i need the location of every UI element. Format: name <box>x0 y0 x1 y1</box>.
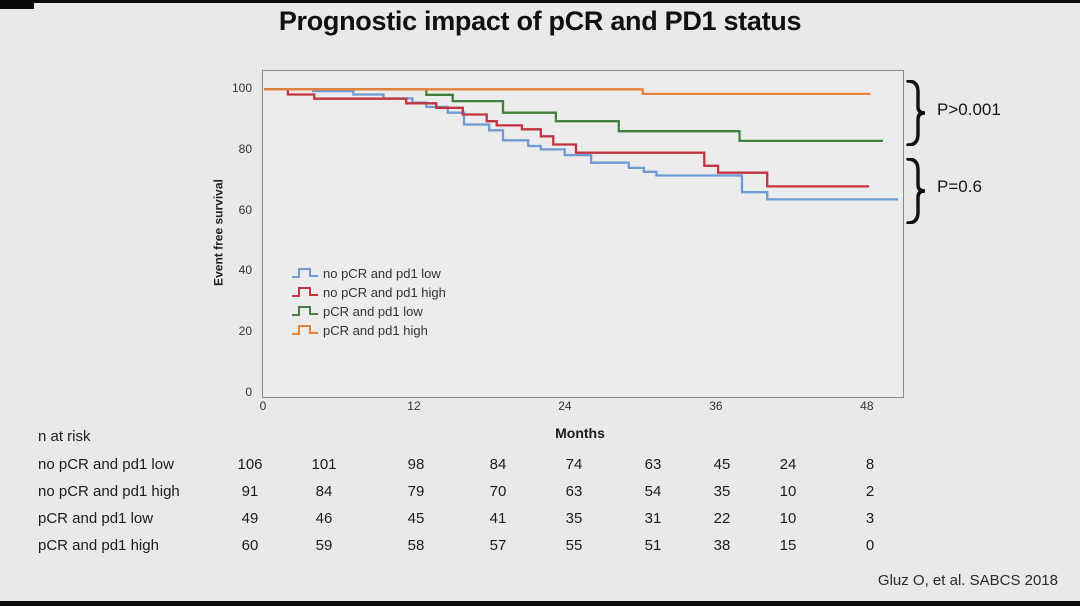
risk-value: 59 <box>315 537 333 554</box>
risk-value: 45 <box>407 510 425 527</box>
risk-value: 63 <box>565 483 583 500</box>
risk-value: 45 <box>713 456 731 473</box>
y-axis-label: Event free survival <box>211 179 226 286</box>
x-tick-label: 24 <box>558 399 572 413</box>
legend-label: no pCR and pd1 high <box>323 284 446 300</box>
legend-item-pcr-and-pd1-high: pCR and pd1 high <box>291 322 446 338</box>
risk-value: 91 <box>241 483 259 500</box>
risk-value: 84 <box>315 483 333 500</box>
risk-value: 101 <box>311 456 337 473</box>
risk-row-label-pcr-and-pd1-low: pCR and pd1 low <box>38 510 154 527</box>
risk-value: 60 <box>241 537 259 554</box>
risk-row-label-no-pcr-and-pd1-low: no pCR and pd1 low <box>38 456 174 473</box>
legend-item-no-pcr-and-pd1-low: no pCR and pd1 low <box>291 265 446 281</box>
risk-value: 10 <box>779 510 797 527</box>
risk-value: 0 <box>865 537 875 554</box>
risk-table-header: n at risk <box>38 428 91 445</box>
km-curve-no-pcr-and-pd1-low <box>264 88 898 201</box>
legend-step-icon <box>292 325 318 335</box>
km-curve-no-pcr-and-pd1-high <box>264 88 870 188</box>
risk-value: 49 <box>241 510 259 527</box>
bottom-edge-bar <box>0 601 1080 606</box>
risk-value: 70 <box>489 483 507 500</box>
pvalue-top: P>0.001 <box>937 100 1001 119</box>
legend-label: no pCR and pd1 low <box>323 265 441 281</box>
risk-row-label-pcr-and-pd1-high: pCR and pd1 high <box>38 537 159 554</box>
page-title: Prognostic impact of pCR and PD1 status <box>278 6 802 36</box>
curly-brace-top-icon <box>906 80 926 146</box>
legend: no pCR and pd1 low no pCR and pd1 high pCR… <box>291 266 446 342</box>
risk-value: 84 <box>489 456 507 473</box>
risk-value: 15 <box>779 537 797 554</box>
risk-row-label-no-pcr-and-pd1-high: no pCR and pd1 high <box>38 483 180 500</box>
top-edge-bar <box>0 0 1080 3</box>
risk-value: 51 <box>644 537 662 554</box>
risk-value: 98 <box>407 456 425 473</box>
x-tick-label: 36 <box>709 399 723 413</box>
risk-value: 3 <box>865 510 875 527</box>
risk-value: 35 <box>713 483 731 500</box>
risk-value: 63 <box>644 456 662 473</box>
y-tick-label: 40 <box>238 263 252 278</box>
x-axis-label: Months <box>555 425 605 441</box>
y-tick-label: 100 <box>231 81 252 96</box>
risk-value: 24 <box>779 456 797 473</box>
citation: Gluz O, et al. SABCS 2018 <box>877 572 1058 589</box>
risk-value: 54 <box>644 483 662 500</box>
km-curve-pcr-and-pd1-high <box>264 88 871 96</box>
pvalue-bottom: P=0.6 <box>937 177 982 196</box>
risk-value: 31 <box>644 510 662 527</box>
risk-value: 79 <box>407 483 425 500</box>
risk-value: 57 <box>489 537 507 554</box>
risk-value: 8 <box>865 456 875 473</box>
y-tick-label: 0 <box>245 384 252 399</box>
legend-label: pCR and pd1 high <box>323 322 428 338</box>
x-tick-label: 48 <box>860 399 874 413</box>
risk-value: 2 <box>865 483 875 500</box>
y-tick-label: 20 <box>238 324 252 339</box>
risk-value: 46 <box>315 510 333 527</box>
legend-step-icon <box>292 306 318 316</box>
x-tick-label: 0 <box>259 399 267 413</box>
curly-brace-bottom-icon <box>906 158 926 224</box>
risk-value: 22 <box>713 510 731 527</box>
km-curve-pcr-and-pd1-low <box>264 88 883 143</box>
risk-value: 10 <box>779 483 797 500</box>
y-tick-label: 60 <box>238 202 252 217</box>
risk-value: 35 <box>565 510 583 527</box>
x-tick-label: 12 <box>407 399 421 413</box>
legend-item-pcr-and-pd1-low: pCR and pd1 low <box>291 303 446 319</box>
legend-item-no-pcr-and-pd1-high: no pCR and pd1 high <box>291 284 446 300</box>
legend-label: pCR and pd1 low <box>323 303 423 319</box>
risk-value: 41 <box>489 510 507 527</box>
risk-value: 58 <box>407 537 425 554</box>
legend-step-icon <box>292 268 318 278</box>
risk-value: 106 <box>237 456 263 473</box>
y-tick-label: 80 <box>238 141 252 156</box>
risk-value: 74 <box>565 456 583 473</box>
km-curves-svg <box>264 88 898 201</box>
risk-value: 38 <box>713 537 731 554</box>
risk-value: 55 <box>565 537 583 554</box>
legend-step-icon <box>292 287 318 297</box>
top-left-corner-mark <box>0 0 34 9</box>
plot-area <box>262 70 904 398</box>
